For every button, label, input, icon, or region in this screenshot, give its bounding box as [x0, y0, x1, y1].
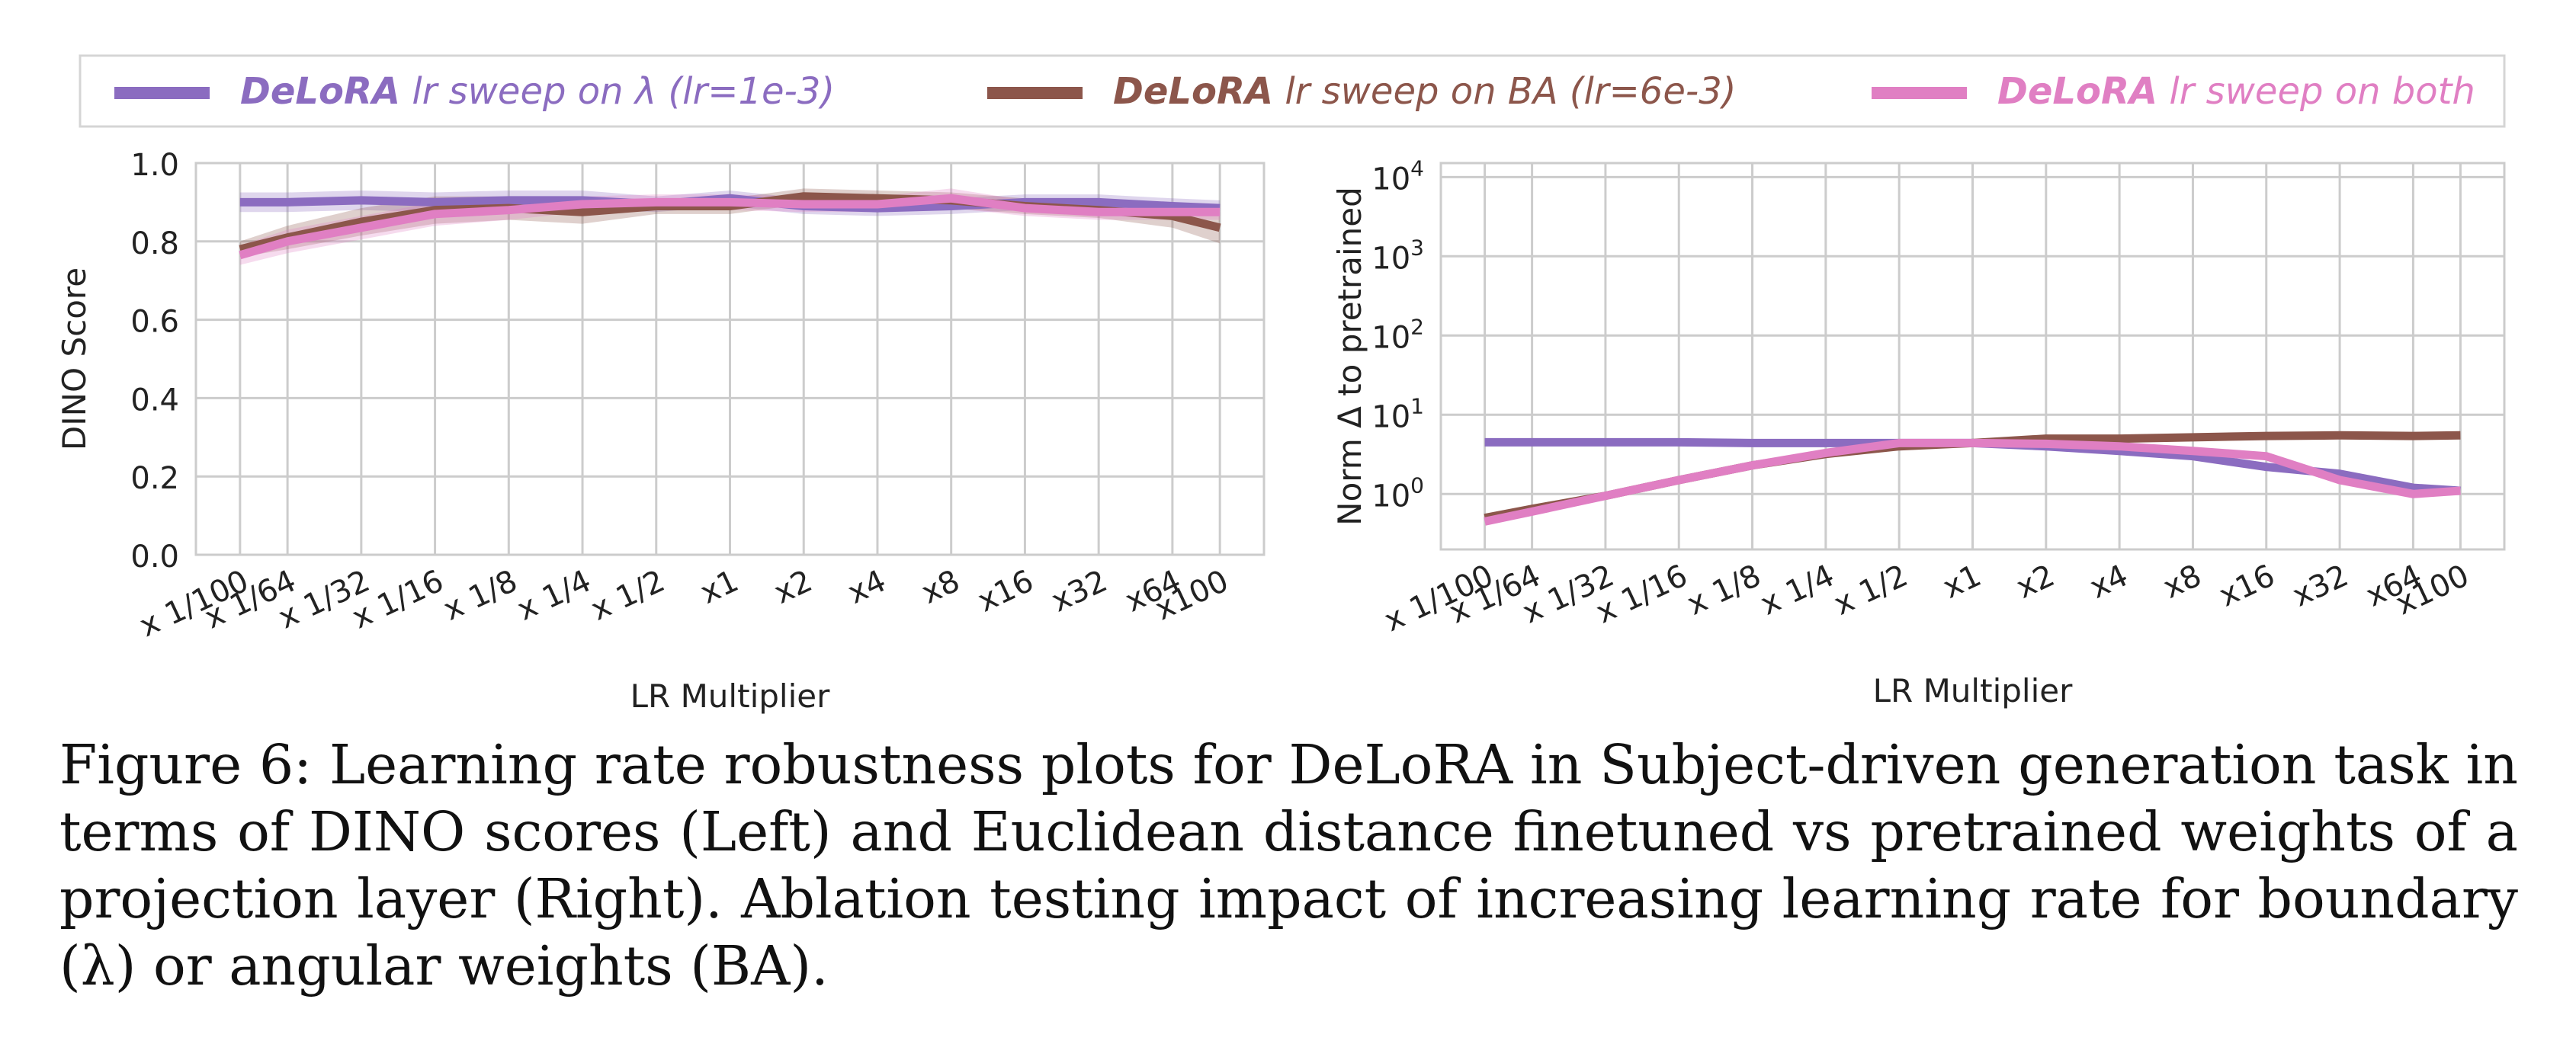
x-tick-label: x 1/8 — [438, 563, 523, 627]
y-tick-label: 0.6 — [130, 305, 179, 340]
y-tick-label: 1.0 — [130, 148, 179, 183]
plot-frame — [1439, 162, 2506, 551]
caption-line-3: (Right). Ablation testing impact of incr… — [59, 867, 2518, 998]
caption-line-1: Figure 6: Learning rate robustness plots… — [59, 733, 2518, 863]
legend-frame — [79, 54, 2506, 128]
y-tick-label: 102 — [1371, 314, 1424, 355]
x-tick-label: x4 — [842, 563, 891, 610]
legend: DeLoRA lr sweep on λ (lr=1e-3) DeLoRA lr… — [79, 54, 2506, 128]
y-tick-label: 104 — [1371, 155, 1424, 197]
series-line — [1484, 438, 2461, 526]
plot-frame — [194, 162, 1266, 556]
x-tick-label: x8 — [916, 563, 965, 610]
caption-line-4: (BA). — [690, 934, 829, 998]
y-tick-label: 103 — [1371, 235, 1424, 276]
x-tick-label: x32 — [2287, 558, 2353, 613]
y-tick-label: 100 — [1371, 472, 1424, 514]
legend-entry-lambda: DeLoRA lr sweep on λ (lr=1e-3) — [240, 70, 835, 113]
x-tick-label: x1 — [1938, 558, 1987, 605]
x-tick-label: x32 — [1046, 563, 1112, 619]
x-tick-label: x 1/2 — [1829, 558, 1914, 622]
x-tick-label: x 1/2 — [585, 563, 670, 627]
x-axis-label: LR Multiplier — [630, 677, 830, 715]
x-tick-label: x4 — [2084, 558, 2133, 605]
x-tick-label: x16 — [2214, 558, 2280, 613]
x-tick-label: x2 — [768, 563, 817, 610]
x-tick-label: x 1/4 — [512, 563, 597, 627]
y-tick-label: 0.0 — [130, 540, 179, 575]
y-axis-label: DINO Score — [56, 267, 93, 450]
y-axis-label: Norm Δ to pretrained — [1331, 187, 1368, 526]
y-tick-label: 0.2 — [130, 461, 179, 496]
x-tick-label: x8 — [2158, 558, 2207, 605]
x-axis-label: LR Multiplier — [1873, 672, 2073, 709]
figure-caption: Figure 6: Learning rate robustness plots… — [59, 732, 2518, 1000]
figure: DeLoRA lr sweep on λ (lr=1e-3) DeLoRA lr… — [56, 54, 2506, 715]
y-tick-label: 101 — [1371, 393, 1424, 434]
x-tick-label: x 1/8 — [1682, 558, 1766, 622]
x-tick-label: x2 — [2011, 558, 2060, 605]
legend-entry-ba: DeLoRA lr sweep on BA (lr=6e-3) — [1113, 70, 1736, 113]
y-tick-label: 0.4 — [130, 383, 179, 418]
x-tick-label: x 1/4 — [1755, 558, 1840, 622]
series-line — [239, 194, 1221, 260]
x-tick-label: x1 — [695, 563, 744, 610]
y-tick-label: 0.8 — [130, 226, 179, 261]
x-tick-label: x16 — [973, 563, 1039, 619]
legend-entry-both: DeLoRA lr sweep on both — [1997, 70, 2475, 113]
caption-line-2: DINO scores (Left) and Euclidean distanc… — [59, 800, 2518, 930]
